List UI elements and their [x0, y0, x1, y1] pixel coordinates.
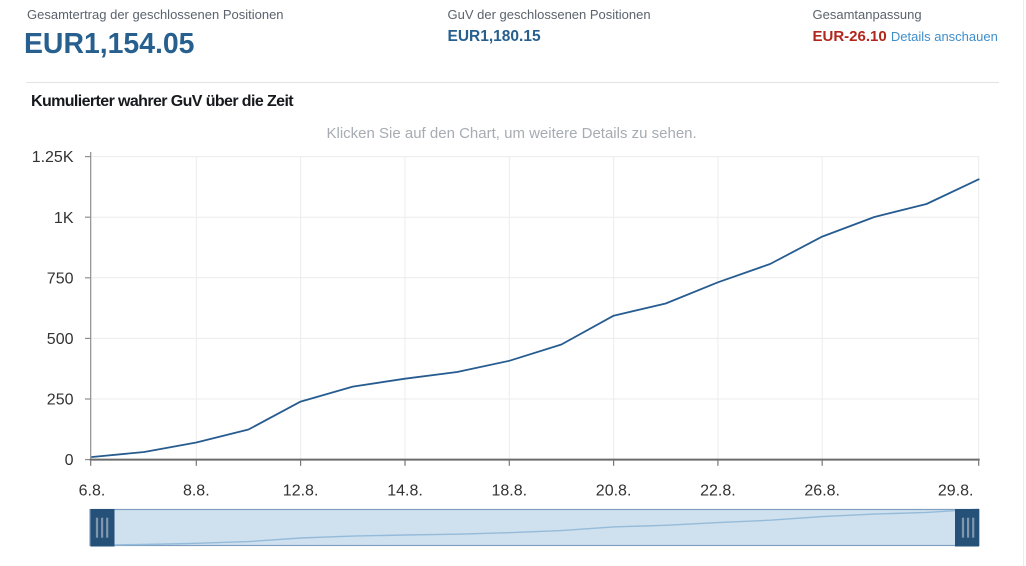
- svg-text:1.25K: 1.25K: [32, 149, 74, 166]
- svg-text:500: 500: [47, 331, 74, 348]
- svg-text:750: 750: [47, 270, 74, 287]
- svg-text:0: 0: [65, 452, 74, 469]
- svg-text:14.8.: 14.8.: [387, 483, 423, 500]
- svg-text:29.8.: 29.8.: [938, 483, 974, 500]
- svg-text:26.8.: 26.8.: [804, 483, 840, 500]
- svg-text:250: 250: [47, 392, 74, 409]
- svg-text:6.8.: 6.8.: [79, 483, 106, 500]
- svg-text:12.8.: 12.8.: [283, 483, 319, 500]
- svg-text:22.8.: 22.8.: [700, 483, 736, 500]
- svg-text:1K: 1K: [54, 210, 74, 227]
- svg-text:18.8.: 18.8.: [492, 483, 528, 500]
- svg-text:20.8.: 20.8.: [596, 483, 632, 500]
- svg-text:8.8.: 8.8.: [183, 483, 210, 500]
